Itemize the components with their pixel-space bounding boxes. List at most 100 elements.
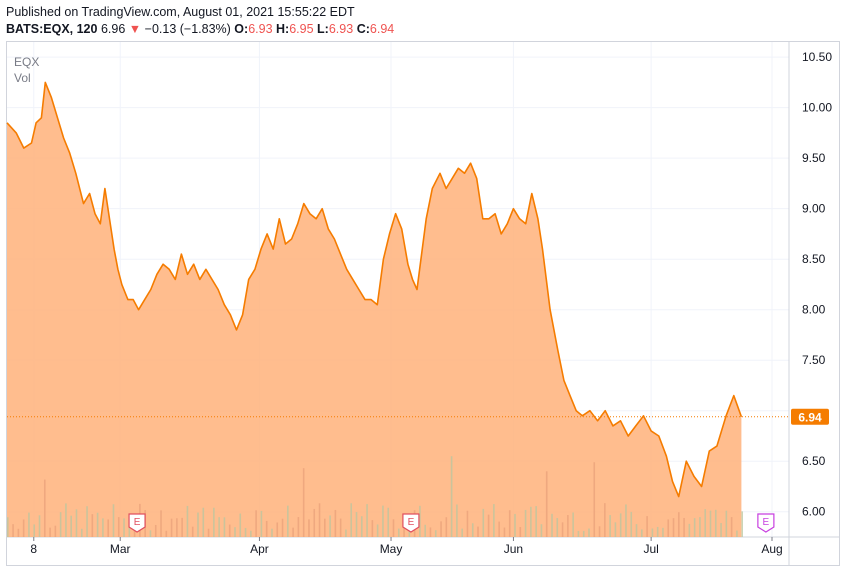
x-tick-label: Jul [643,542,658,556]
volume-bar [292,527,294,537]
volume-bar [38,515,41,537]
dividend-marker-label: E [763,517,770,528]
volume-bar [128,524,131,537]
volume-bar [170,518,173,537]
volume-bar [313,508,316,537]
volume-bar [33,524,36,537]
y-tick-label: 10.50 [802,50,832,64]
volume-bar [535,506,537,537]
volume-bar [239,513,242,537]
chart-header: Published on TradingView.com, August 01,… [6,4,394,38]
legend-symbol: EQX [14,55,40,69]
volume-bar [445,517,448,537]
volume-bar [567,515,569,537]
volume-bar [466,510,469,537]
volume-bar [577,530,580,537]
volume-bar [419,505,421,537]
volume-bar [625,504,627,537]
volume-bar [65,503,67,537]
price-change: −0.13 (−1.83%) [144,22,231,36]
earnings-marker [402,513,420,533]
volume-bar [514,513,516,537]
volume-bar [165,530,168,537]
volume-bar [80,528,83,537]
volume-bar [540,524,543,537]
y-tick-label: 7.50 [802,353,826,367]
volume-bar [202,507,205,537]
open-label: O: [234,22,249,36]
low-label: L: [317,22,329,36]
volume-bar [503,527,506,537]
volume-bar [619,513,622,537]
volume-bar [376,524,379,537]
volume-bar [493,504,495,537]
volume-bar [482,508,485,537]
volume-bar [213,507,215,537]
volume-bar [556,518,559,537]
volume-bar [96,512,99,537]
volume-bar [360,516,363,537]
volume-bar [572,512,574,537]
volume-bar [677,512,680,537]
volume-bar [160,510,162,537]
volume-bar [582,530,585,537]
volume-bar [297,517,300,537]
volume-bar [519,527,522,537]
volume-bar [223,517,226,537]
volume-bar [382,505,384,537]
volume-bar [397,528,400,537]
volume-bar [683,517,685,537]
volume-bar [371,520,374,537]
volume-bar [75,509,78,537]
x-tick-label: Jun [504,542,523,556]
volume-bar [149,530,152,537]
y-tick-label: 8.00 [802,303,826,317]
symbol-name: BATS:EQX, 120 [6,22,98,36]
volume-bar [477,526,479,537]
volume-bar [561,522,564,537]
volume-bar [22,519,25,537]
volume-bar [604,503,606,537]
volume-bar [598,526,601,537]
x-tick-label: 8 [30,542,37,556]
volume-bar [265,520,268,537]
earnings-marker-label: E [408,517,415,528]
volume-bar [688,523,691,537]
volume-bar [392,519,395,537]
close-label: C: [356,22,370,36]
price-area [7,82,742,538]
volume-bar [730,517,733,537]
y-tick-label: 8.50 [802,252,826,266]
volume-bar [49,527,51,537]
volume-bar [693,518,696,537]
volume-bar [154,524,157,537]
volume-bar [318,503,321,537]
volume-bar [345,529,347,537]
volume-bar [308,519,310,537]
volume-bar [545,471,548,537]
volume-bar [112,504,115,537]
volume-bar [234,527,236,537]
volume-bar [667,519,670,537]
volume-bar [7,517,9,537]
volume-bar [102,518,104,537]
volume-bar [704,509,707,537]
chart-frame[interactable] [6,41,840,566]
volume-bar [651,528,654,537]
volume-bar [387,507,390,537]
volume-bar [86,506,88,537]
volume-bar [276,522,279,537]
x-tick-label: Apr [250,542,269,556]
volume-bar [228,524,231,537]
volume-bar [635,524,638,537]
volume-bar [28,512,30,537]
volume-bar [271,528,273,537]
x-tick-label: May [380,542,403,556]
volume-bar [741,511,743,537]
volume-bar [656,526,659,537]
high-value: 6.95 [289,22,314,36]
volume-bar [366,504,368,537]
volume-bar [355,512,358,537]
volume-bar [714,509,717,537]
